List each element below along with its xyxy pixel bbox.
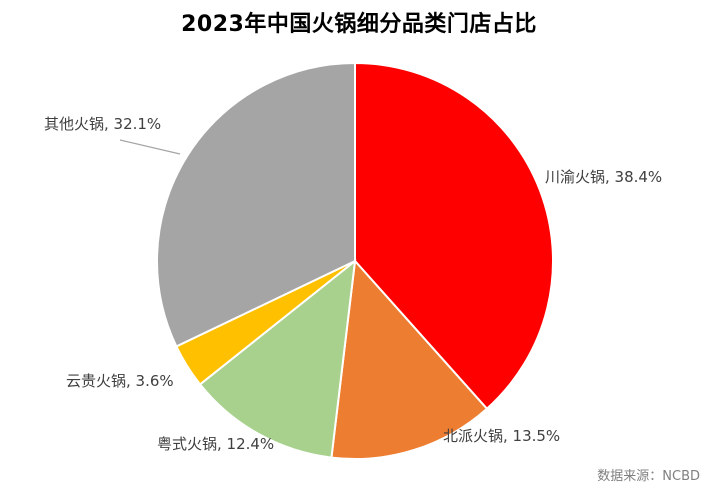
slices-layer — [156, 61, 554, 460]
slice-label-yungui: 云贵火锅, 3.6% — [66, 372, 174, 390]
pie-slice-chuanyu — [354, 61, 554, 411]
pie-slice-other — [156, 61, 356, 348]
leader-lines-layer — [119, 139, 181, 155]
slice-label-yueshi: 粤式火锅, 12.4% — [157, 435, 274, 453]
data-source-note: 数据来源：NCBD — [597, 469, 700, 484]
labels-layer: 川渝火锅, 38.4% 北派火锅, 13.5% 粤式火锅, 12.4% 云贵火锅, 3… — [44, 115, 662, 453]
slice-label-beipai: 北派火锅, 13.5% — [443, 427, 560, 445]
slice-label-chuanyu: 川渝火锅, 38.4% — [545, 168, 662, 186]
chart-title: 2023年中国火锅细分品类门店占比 — [181, 12, 537, 37]
slice-label-other: 其他火锅, 32.1% — [44, 115, 161, 133]
pie-slice-beipai — [330, 258, 489, 460]
leader-line-other — [119, 139, 181, 155]
pie-slice-yueshi — [198, 258, 357, 459]
